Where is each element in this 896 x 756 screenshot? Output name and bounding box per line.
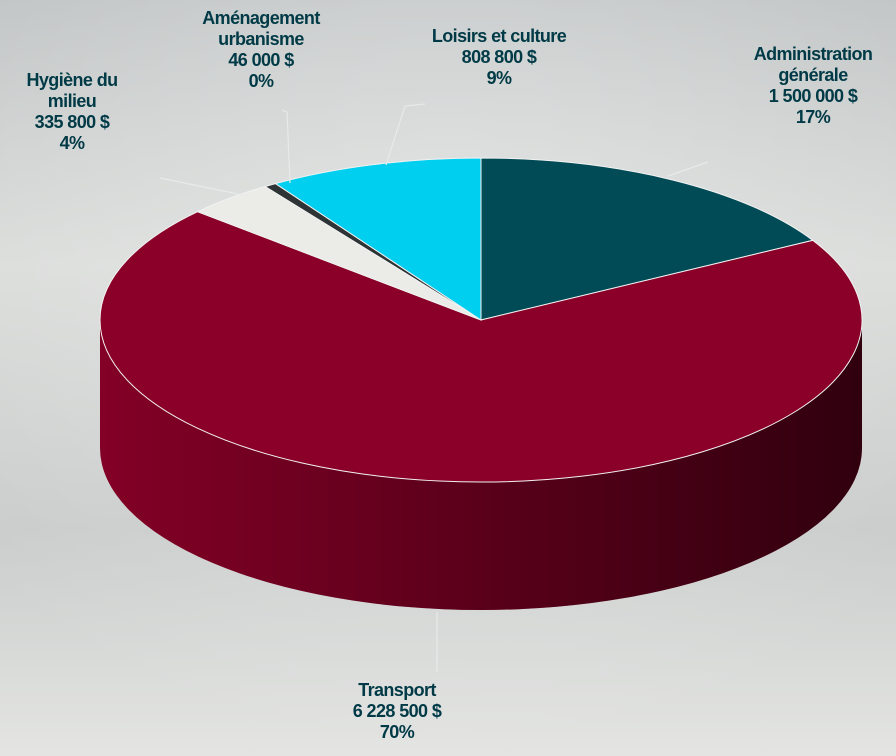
- percent-label: 0%: [248, 71, 274, 91]
- data-label: Administration générale 1 500 000 $17%: [728, 44, 896, 128]
- pie-slice: [99, 211, 863, 483]
- value-label: 46 000 $: [228, 50, 294, 70]
- leader-line: [667, 161, 709, 177]
- leader-line: [385, 103, 426, 166]
- slice-side-shade: [100, 320, 862, 610]
- data-label: Transport 6 228 500 $70%: [287, 680, 507, 743]
- percent-label: 70%: [379, 722, 415, 742]
- category-label: Aménagement urbanisme: [202, 8, 320, 49]
- value-label: 1 500 000 $: [768, 86, 858, 106]
- category-label: Loisirs et culture: [431, 26, 567, 46]
- percent-label: 17%: [795, 107, 831, 127]
- percent-label: 4%: [59, 133, 85, 153]
- pie-slice: [480, 157, 814, 321]
- leader-lines: [159, 103, 709, 672]
- category-label: Hygiène du milieu: [26, 70, 118, 111]
- data-label: Aménagement urbanisme 46 000 $0%: [181, 8, 341, 92]
- data-label: Loisirs et culture 808 800 $9%: [389, 26, 609, 89]
- pie-slice: [274, 157, 482, 321]
- category-label: Administration générale: [753, 44, 873, 85]
- value-label: 6 228 500 $: [352, 701, 442, 721]
- percent-label: 9%: [486, 68, 512, 88]
- leader-line: [159, 177, 249, 197]
- value-label: 808 800 $: [461, 47, 537, 67]
- data-label: Hygiène du milieu 335 800 $4%: [7, 70, 137, 154]
- category-label: Transport: [358, 680, 436, 700]
- value-label: 335 800 $: [34, 112, 110, 132]
- leader-line: [281, 109, 291, 184]
